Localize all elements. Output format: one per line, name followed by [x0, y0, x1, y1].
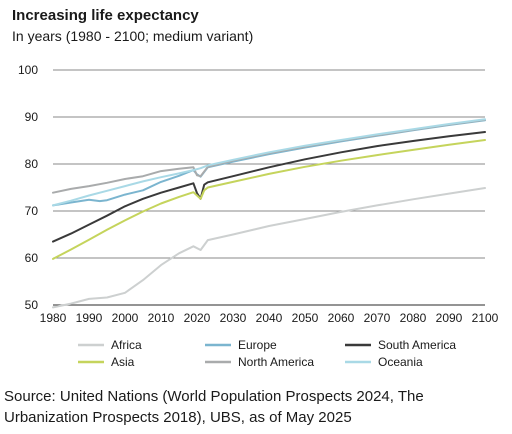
legend-label: Asia	[111, 355, 135, 369]
legend-item: North America	[205, 355, 314, 369]
gridlines	[53, 69, 485, 306]
x-tick-label: 2100	[472, 311, 499, 325]
x-tick-label: 1990	[76, 311, 103, 325]
y-tick-label: 100	[18, 63, 38, 77]
legend: Africa Europe South America Asia North Ameri…	[78, 338, 456, 369]
legend-label: Europe	[238, 338, 277, 352]
chart-subtitle: In years (1980 - 2100; medium variant)	[12, 28, 254, 44]
x-tick-label: 2060	[328, 311, 355, 325]
source-note: Source: United Nations (World Population…	[4, 388, 424, 426]
x-tick-label: 2020	[184, 311, 211, 325]
legend-label: Africa	[111, 338, 142, 352]
y-tick-label: 60	[25, 251, 39, 265]
y-tick-label: 50	[25, 298, 39, 312]
series-line-europe	[52, 119, 486, 207]
series-line-asia	[52, 139, 486, 260]
x-tick-label: 2030	[220, 311, 247, 325]
series-line-north-america	[52, 118, 486, 194]
series-line-oceania	[52, 118, 486, 207]
legend-item: Africa	[78, 338, 142, 352]
legend-label: North America	[238, 355, 314, 369]
chart-title: Increasing life expectancy	[12, 7, 199, 24]
x-axis-ticks: 1980 1990 2000 2010 2020 2030 2040 2050 2060 2070…	[40, 311, 499, 325]
y-tick-label: 70	[25, 204, 39, 218]
x-tick-label: 2080	[400, 311, 427, 325]
x-tick-label: 2000	[112, 311, 139, 325]
legend-label: Oceania	[378, 355, 423, 369]
legend-label: South America	[378, 338, 456, 352]
legend-item: Europe	[205, 338, 277, 352]
x-tick-label: 2070	[364, 311, 391, 325]
x-tick-label: 2040	[256, 311, 283, 325]
x-tick-label: 2010	[148, 311, 175, 325]
legend-item: Oceania	[345, 355, 423, 369]
x-tick-label: 2050	[292, 311, 319, 325]
legend-item: Asia	[78, 355, 135, 369]
y-axis-ticks: 50 60 70 80 90 100	[18, 63, 38, 312]
legend-item: South America	[345, 338, 456, 352]
series-line-africa	[52, 187, 486, 309]
y-tick-label: 90	[25, 110, 39, 124]
y-tick-label: 80	[25, 157, 39, 171]
x-tick-label: 1980	[40, 311, 67, 325]
life-expectancy-chart: 50 60 70 80 90 100 1980 1990 2000 2010 2020 2030 20…	[18, 63, 499, 369]
x-tick-label: 2090	[436, 311, 463, 325]
series-lines	[52, 118, 486, 309]
